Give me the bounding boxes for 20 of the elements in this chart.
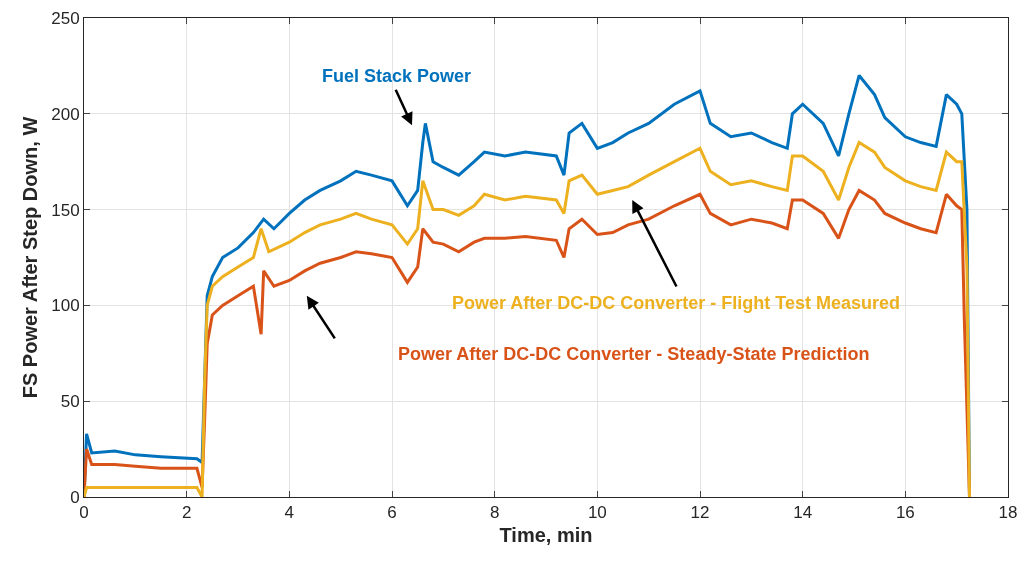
text: Power After DC-DC Converter - Flight Test Measured xyxy=(452,293,901,313)
y-tick-label: 100 xyxy=(51,296,80,316)
text: Power After DC-DC Converter - Steady-State Prediction xyxy=(398,344,870,364)
y-tick-label: 150 xyxy=(51,200,80,220)
y-axis-title: FS Power After Step Down, W xyxy=(18,116,41,399)
x-tick-label: 16 xyxy=(895,503,915,523)
y-tick-label: 250 xyxy=(51,8,80,28)
y-tick-label: 200 xyxy=(51,104,80,124)
x-axis-title: Time, min xyxy=(499,523,593,546)
x-tick-label: 6 xyxy=(387,503,397,523)
y-tick-label: 0 xyxy=(70,487,80,507)
text: Fuel Stack Power xyxy=(322,66,472,86)
x-tick-label: 18 xyxy=(998,503,1018,523)
x-tick-label: 2 xyxy=(181,503,192,523)
x-tick-label: 12 xyxy=(690,503,710,523)
y-tick-label: 50 xyxy=(60,392,80,412)
x-tick-label: 10 xyxy=(587,503,607,523)
x-tick-label: 8 xyxy=(489,503,500,523)
x-tick-label: 4 xyxy=(284,503,295,523)
x-tick-label: 14 xyxy=(793,503,813,523)
